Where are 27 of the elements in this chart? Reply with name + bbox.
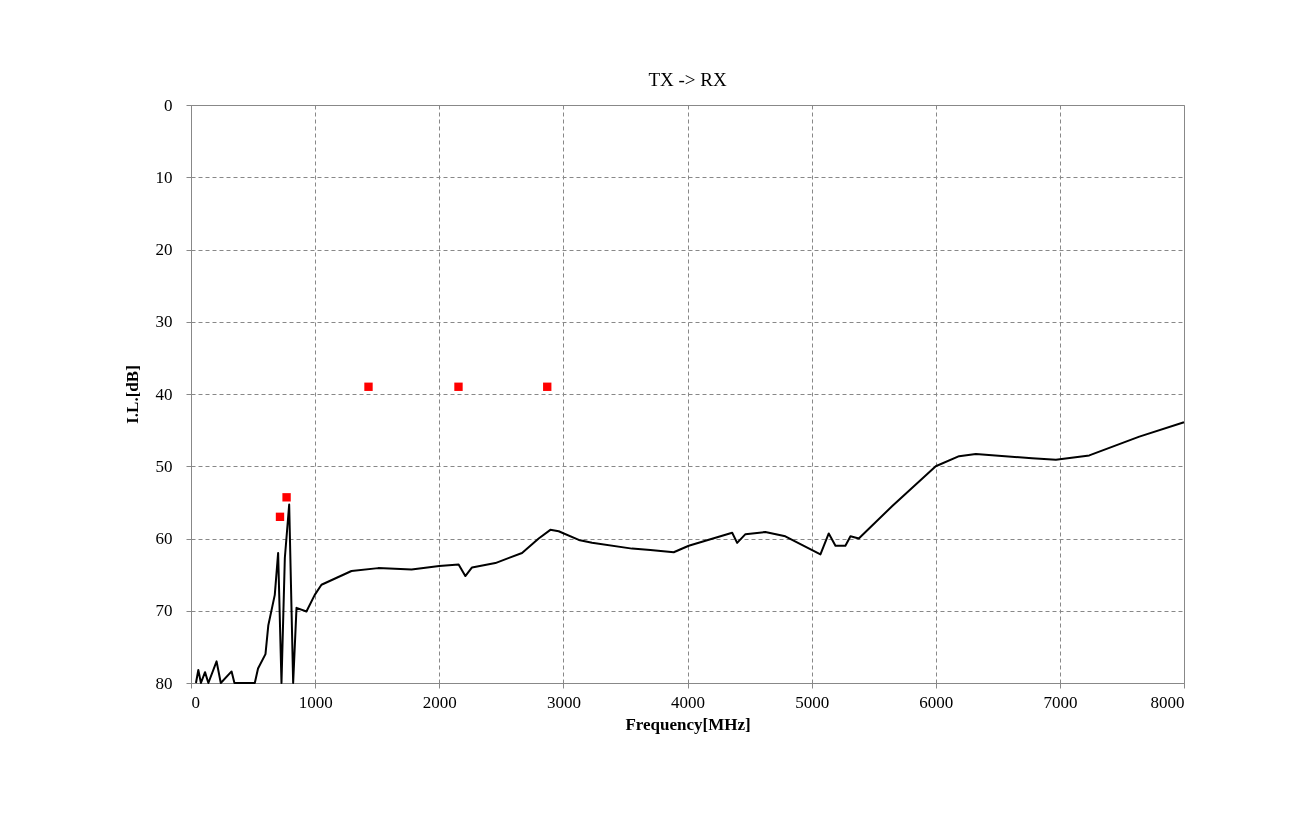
point	[543, 382, 552, 391]
x-tick-label: 3000	[546, 692, 581, 712]
point	[364, 382, 373, 391]
y-tick-label: 30	[155, 312, 173, 332]
x-tick-label: 5000	[795, 692, 830, 712]
y-tick-label: 10	[155, 167, 173, 187]
line-series	[194, 421, 1185, 684]
x-axis-title: Frequency[MHz]	[625, 714, 751, 734]
y-tick-label: 70	[155, 601, 173, 621]
x-tick-label: 2000	[422, 692, 457, 712]
x-tick-label: 6000	[919, 692, 954, 712]
x-tick-label: 7000	[1043, 692, 1078, 712]
point	[282, 493, 291, 502]
y-tick-label: 40	[155, 384, 173, 404]
y-tick-label: 50	[155, 456, 173, 476]
point	[454, 382, 463, 391]
y-tick-label: 0	[164, 95, 173, 115]
y-tick-label: 60	[155, 529, 173, 548]
y-tick-label: 20	[155, 240, 173, 259]
point	[275, 512, 285, 522]
y-tick-label: 80	[155, 673, 173, 693]
x-tick-label: 4000	[671, 692, 705, 712]
chart-title: TX -> RX	[648, 69, 727, 90]
y-axis-title: I.L.[dB]	[122, 365, 142, 424]
x-tick-label: 8000	[1150, 692, 1185, 712]
x-tick-label: 1000	[298, 692, 333, 712]
x-tick-label: 0	[191, 692, 200, 712]
